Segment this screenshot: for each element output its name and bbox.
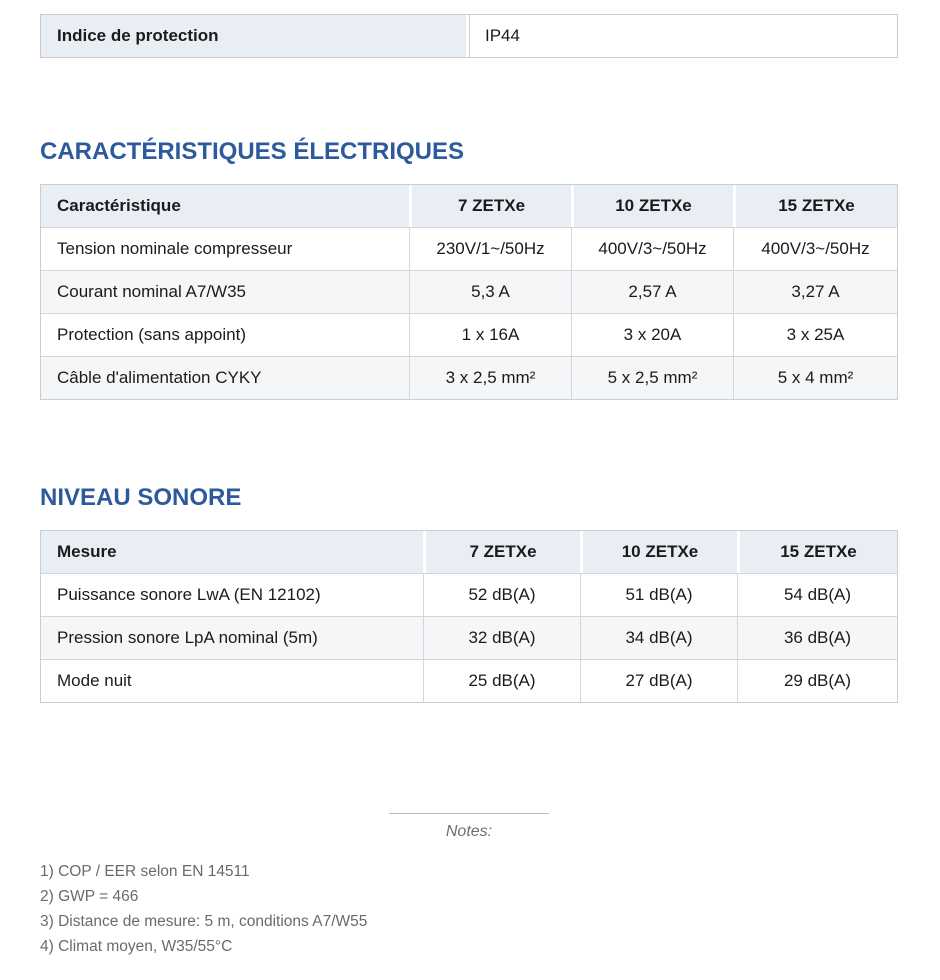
column-header: 15 ZETXe	[737, 531, 897, 573]
table-row: Puissance sonore LwA (EN 12102) 52 dB(A)…	[41, 573, 897, 616]
cell: 51 dB(A)	[580, 573, 737, 616]
row-label: Câble d'alimentation CYKY	[41, 356, 409, 399]
cell: 400V/3~/50Hz	[571, 227, 733, 270]
cell: 27 dB(A)	[580, 659, 737, 702]
cell: 3,27 A	[733, 270, 897, 313]
cell: 230V/1~/50Hz	[409, 227, 571, 270]
cell: 3 x 2,5 mm²	[409, 356, 571, 399]
column-header: Mesure	[41, 531, 423, 573]
protection-index-value: IP44	[469, 15, 897, 57]
protection-index-label: Indice de protection	[41, 15, 469, 57]
sound-header-row: Mesure 7 ZETXe 10 ZETXe 15 ZETXe	[41, 531, 897, 573]
electrical-header-row: Caractéristique 7 ZETXe 10 ZETXe 15 ZETX…	[41, 185, 897, 227]
cell: 32 dB(A)	[423, 616, 580, 659]
cell: 25 dB(A)	[423, 659, 580, 702]
cell: 2,57 A	[571, 270, 733, 313]
section-title-electrical: CARACTÉRISTIQUES ÉLECTRIQUES	[40, 138, 465, 165]
table-row: Protection (sans appoint) 1 x 16A 3 x 20…	[41, 313, 897, 356]
column-header: 7 ZETXe	[409, 185, 571, 227]
footnotes: 1) COP / EER selon EN 14511 2) GWP = 466…	[40, 859, 898, 959]
cell: 3 x 20A	[571, 313, 733, 356]
table-row: Courant nominal A7/W35 5,3 A 2,57 A 3,27…	[41, 270, 897, 313]
table-row: Mode nuit 25 dB(A) 27 dB(A) 29 dB(A)	[41, 659, 897, 702]
column-header: 15 ZETXe	[733, 185, 897, 227]
column-header: Caractéristique	[41, 185, 409, 227]
cell: 34 dB(A)	[580, 616, 737, 659]
footnote-4: 4) Climat moyen, W35/55°C	[40, 938, 233, 955]
cell: 5 x 2,5 mm²	[571, 356, 733, 399]
row-label: Mode nuit	[41, 659, 423, 702]
row-label: Tension nominale compresseur	[41, 227, 409, 270]
row-label: Pression sonore LpA nominal (5m)	[41, 616, 423, 659]
cell: 29 dB(A)	[737, 659, 897, 702]
electrical-table: Caractéristique 7 ZETXe 10 ZETXe 15 ZETX…	[40, 184, 898, 400]
column-header: 10 ZETXe	[571, 185, 733, 227]
row-label: Protection (sans appoint)	[41, 313, 409, 356]
table-row: Tension nominale compresseur 230V/1~/50H…	[41, 227, 897, 270]
cell: 5 x 4 mm²	[733, 356, 897, 399]
notes-divider	[389, 813, 549, 814]
section-title-sound: NIVEAU SONORE	[40, 484, 242, 511]
cell: 1 x 16A	[409, 313, 571, 356]
cell: 36 dB(A)	[737, 616, 897, 659]
sound-table: Mesure 7 ZETXe 10 ZETXe 15 ZETXe Puissan…	[40, 530, 898, 703]
protection-index-row: Indice de protection IP44	[40, 14, 898, 58]
column-header: 10 ZETXe	[580, 531, 737, 573]
row-label: Courant nominal A7/W35	[41, 270, 409, 313]
notes-label: Notes:	[445, 823, 493, 840]
cell: 5,3 A	[409, 270, 571, 313]
footnote-2: 2) GWP = 466	[40, 888, 139, 905]
row-label: Puissance sonore LwA (EN 12102)	[41, 573, 423, 616]
cell: 54 dB(A)	[737, 573, 897, 616]
column-header: 7 ZETXe	[423, 531, 580, 573]
datasheet-page: Indice de protection IP44 CARACTÉRISTIQU…	[40, 14, 898, 959]
cell: 3 x 25A	[733, 313, 897, 356]
table-row: Pression sonore LpA nominal (5m) 32 dB(A…	[41, 616, 897, 659]
footnote-3: 3) Distance de mesure: 5 m, conditions A…	[40, 913, 368, 930]
table-row: Câble d'alimentation CYKY 3 x 2,5 mm² 5 …	[41, 356, 897, 399]
cell: 400V/3~/50Hz	[733, 227, 897, 270]
footnote-1: 1) COP / EER selon EN 14511	[40, 863, 250, 880]
cell: 52 dB(A)	[423, 573, 580, 616]
